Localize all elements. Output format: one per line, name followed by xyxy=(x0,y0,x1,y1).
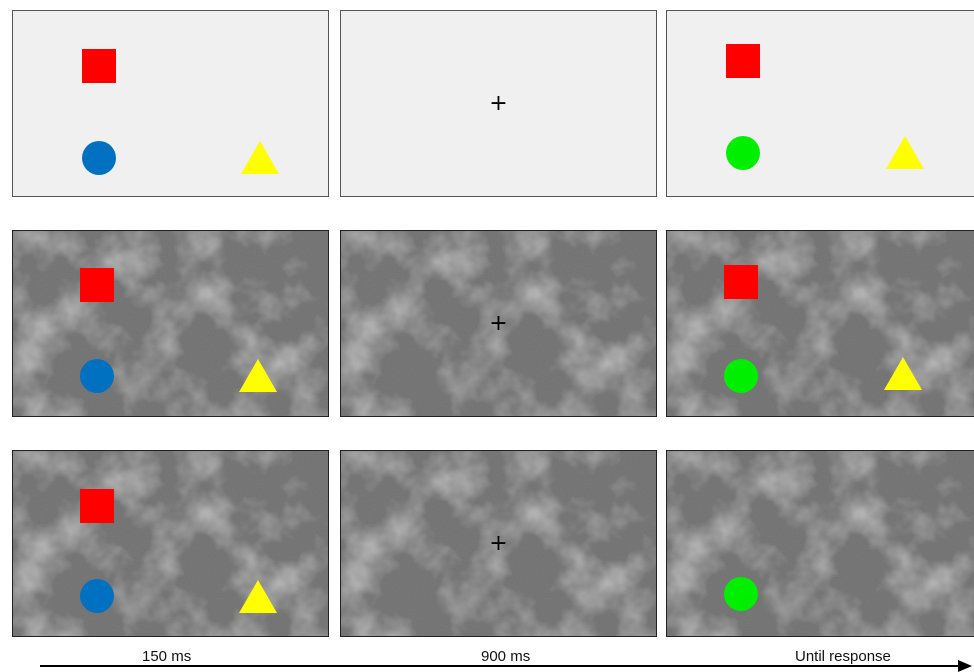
noise-background xyxy=(667,231,974,416)
timeline-arrow xyxy=(40,660,972,672)
green-circle xyxy=(724,577,758,611)
yellow-triangle xyxy=(239,580,277,613)
frame-row3-probe xyxy=(666,450,974,637)
time-label-probe: Until response xyxy=(795,648,891,665)
yellow-triangle xyxy=(241,141,279,174)
noise-background xyxy=(341,451,656,636)
yellow-triangle xyxy=(884,357,922,390)
blue-circle xyxy=(82,141,116,175)
noise-background xyxy=(341,231,656,416)
red-square xyxy=(726,44,760,78)
frame-row1-probe xyxy=(666,10,974,197)
blue-circle xyxy=(80,579,114,613)
fixation-cross: + xyxy=(489,90,508,116)
green-circle xyxy=(726,136,760,170)
frame-row2-fixation: + xyxy=(340,230,657,417)
green-circle xyxy=(724,359,758,393)
time-label-fixation: 900 ms xyxy=(481,648,531,665)
red-square xyxy=(724,265,758,299)
noise-background xyxy=(13,231,328,416)
frame-row3-fixation: + xyxy=(340,450,657,637)
red-square xyxy=(80,268,114,302)
red-square xyxy=(80,489,114,523)
red-square xyxy=(82,49,116,83)
yellow-triangle xyxy=(239,359,277,392)
frame-row3-stimulus xyxy=(12,450,329,637)
frame-row1-fixation: + xyxy=(340,10,657,197)
fixation-cross: + xyxy=(489,310,508,336)
blue-circle xyxy=(80,359,114,393)
fixation-cross: + xyxy=(489,530,508,556)
frame-row2-probe xyxy=(666,230,974,417)
noise-background xyxy=(13,451,328,636)
frame-row1-stimulus xyxy=(12,10,329,197)
yellow-triangle xyxy=(886,136,924,169)
noise-background xyxy=(667,451,974,636)
frame-row2-stimulus xyxy=(12,230,329,417)
time-label-stimulus: 150 ms xyxy=(142,648,192,665)
